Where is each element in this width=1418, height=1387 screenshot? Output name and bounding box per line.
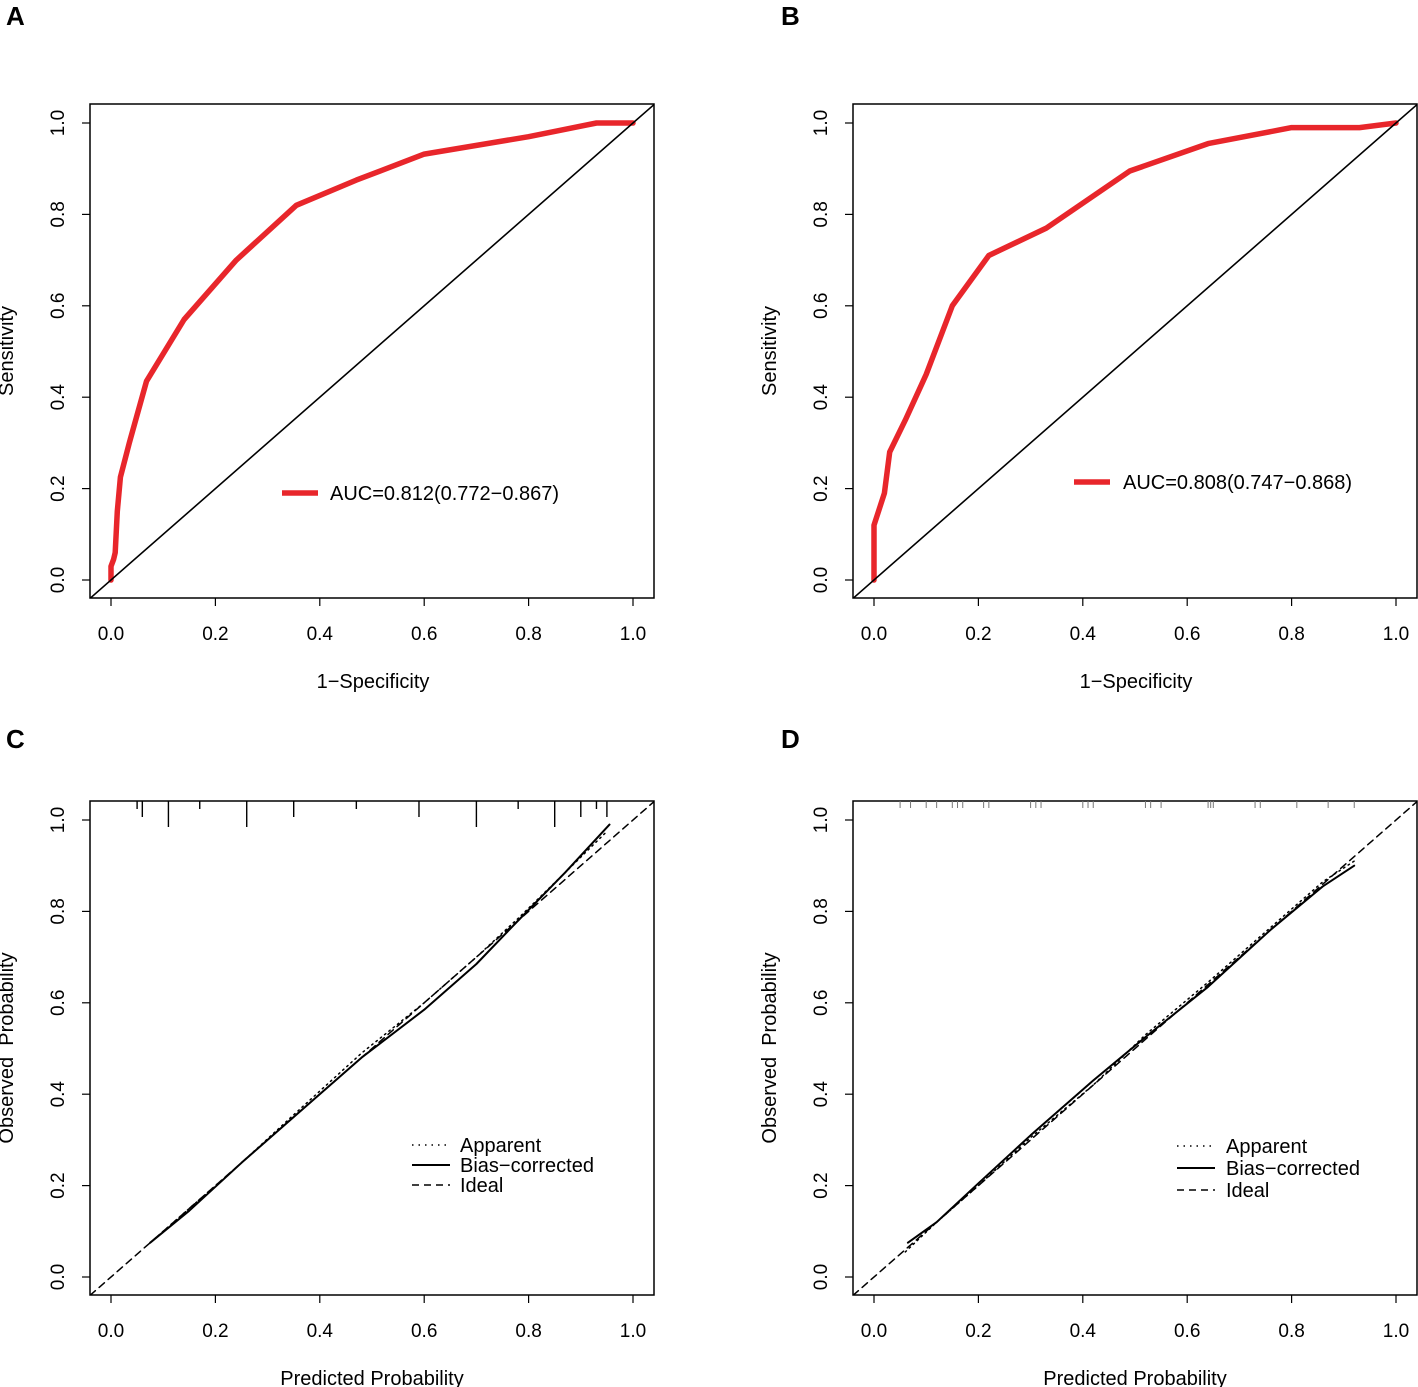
- plot-frame-a: [89, 103, 655, 599]
- legend-label-bias-corrected-c: Bias−corrected: [460, 1155, 594, 1177]
- y-tick-label-d: 0.2: [811, 1172, 832, 1198]
- y-tick-label-b: 0.8: [811, 201, 832, 227]
- x-tick-label-a: 0.2: [202, 624, 228, 645]
- series-ideal-c: [90, 801, 654, 1295]
- x-tick-label-d: 0.2: [965, 1321, 991, 1342]
- y-tick-label-d: 1.0: [811, 807, 832, 833]
- x-tick-label-c: 0.0: [98, 1321, 124, 1342]
- panel-letter-d: D: [781, 724, 800, 754]
- series-group-c: [90, 801, 654, 1295]
- x-tick-label-c: 1.0: [620, 1321, 646, 1342]
- x-tick-label-b: 0.2: [965, 624, 991, 645]
- series-group-b: [853, 104, 1417, 598]
- y-axis-title-b: Sensitivity: [759, 306, 781, 396]
- y-tick-label-a: 0.0: [48, 567, 69, 593]
- legend-label-bias-corrected-d: Bias−corrected: [1226, 1158, 1360, 1180]
- y-tick-label-c: 0.6: [48, 990, 69, 1016]
- x-tick-label-a: 0.4: [307, 624, 334, 645]
- y-tick-label-d: 0.0: [811, 1264, 832, 1290]
- x-tick-label-c: 0.8: [515, 1321, 541, 1342]
- y-tick-label-c: 1.0: [48, 807, 69, 833]
- x-tick-label-c: 0.6: [411, 1321, 437, 1342]
- y-tick-label-a: 0.8: [48, 201, 69, 227]
- y-tick-label-c: 0.0: [48, 1264, 69, 1290]
- panel-letter-c: C: [6, 724, 25, 754]
- panel-c: C 0.0 0.2 0.4 0.6 0.8 1.0 0.0 0.2 0.4 0.6 0.8 1.0 Pre…: [0, 724, 655, 1387]
- y-tick-label-c: 0.2: [48, 1172, 69, 1198]
- panel-b: B 0.0 0.2 0.4 0.6 0.8 1.0 0.0 0.2 0.4 0.6 0.8 1.0 1−S…: [759, 1, 1418, 693]
- plot-frame-b: [852, 103, 1418, 599]
- y-axis-title-d: Observed Probability: [759, 952, 781, 1143]
- series-roc-a: [108, 120, 636, 583]
- panel-a: A 0.0 0.2 0.4 0.6 0.8 1.0 0.0 0.2 0.4 0.6 0.8 1.0 1−S…: [0, 1, 655, 693]
- plot-frame-c: [89, 800, 655, 1296]
- x-tick-label-d: 1.0: [1383, 1321, 1409, 1342]
- series-reference-a: [90, 104, 654, 598]
- y-tick-label-d: 0.6: [811, 990, 832, 1016]
- panel-d: D 0.0 0.2 0.4 0.6 0.8 1.0 0.0 0.2 0.4 0.6 0.8 1.0 Pre…: [759, 724, 1418, 1387]
- plot-frame-d: [852, 800, 1418, 1296]
- x-tick-label-d: 0.6: [1174, 1321, 1200, 1342]
- y-tick-label-b: 0.4: [811, 384, 832, 411]
- y-axis-title-c: Observed Probability: [0, 952, 18, 1143]
- x-axis-title-b: 1−Specificity: [1080, 671, 1193, 693]
- series-apparent-d: [904, 860, 1355, 1253]
- y-tick-label-b: 0.0: [811, 567, 832, 593]
- series-group-d: [853, 801, 1417, 1295]
- x-tick-label-d: 0.4: [1070, 1321, 1097, 1342]
- y-tick-label-d: 0.4: [811, 1081, 832, 1108]
- x-tick-label-c: 0.4: [307, 1321, 334, 1342]
- legend-label-apparent-c: Apparent: [460, 1135, 542, 1157]
- y-tick-label-b: 0.6: [811, 293, 832, 319]
- legend-a: AUC=0.812(0.772−0.867): [282, 483, 559, 505]
- series-ideal-d: [853, 801, 1417, 1295]
- y-tick-label-d: 0.8: [811, 898, 832, 924]
- x-tick-label-b: 0.8: [1278, 624, 1304, 645]
- legend-label-apparent-d: Apparent: [1226, 1136, 1308, 1158]
- x-axis-title-a: 1−Specificity: [317, 671, 430, 693]
- legend-label-ideal-c: Ideal: [460, 1175, 503, 1197]
- legend-label-b: AUC=0.808(0.747−0.868): [1123, 472, 1352, 494]
- y-tick-label-c: 0.4: [48, 1081, 69, 1108]
- y-tick-label-c: 0.8: [48, 898, 69, 924]
- series-roc-b: [871, 120, 1399, 583]
- legend-label-ideal-d: Ideal: [1226, 1180, 1269, 1202]
- legend-b: AUC=0.808(0.747−0.868): [1074, 472, 1352, 494]
- x-tick-label-a: 1.0: [620, 624, 646, 645]
- x-tick-label-b: 0.6: [1174, 624, 1200, 645]
- y-tick-label-b: 0.2: [811, 475, 832, 501]
- y-tick-label-b: 1.0: [811, 110, 832, 136]
- y-tick-label-a: 0.2: [48, 475, 69, 501]
- series-reference-b: [853, 104, 1417, 598]
- x-tick-label-b: 0.4: [1070, 624, 1097, 645]
- x-tick-label-a: 0.0: [98, 624, 124, 645]
- x-tick-label-b: 1.0: [1383, 624, 1409, 645]
- panel-letter-b: B: [781, 1, 800, 31]
- panel-letter-a: A: [6, 1, 25, 31]
- x-tick-label-c: 0.2: [202, 1321, 228, 1342]
- y-tick-label-a: 1.0: [48, 110, 69, 136]
- x-tick-label-a: 0.8: [515, 624, 541, 645]
- series-apparent-c: [149, 830, 608, 1244]
- series-bias-corrected-c: [149, 823, 611, 1244]
- legend-label-a: AUC=0.812(0.772−0.867): [330, 483, 559, 505]
- x-tick-label-d: 0.8: [1278, 1321, 1304, 1342]
- x-tick-label-b: 0.0: [861, 624, 887, 645]
- x-axis-title-c: Predicted Probability: [280, 1368, 463, 1387]
- y-tick-label-a: 0.4: [48, 384, 69, 411]
- y-axis-title-a: Sensitivity: [0, 306, 18, 396]
- y-tick-label-a: 0.6: [48, 293, 69, 319]
- x-tick-label-a: 0.6: [411, 624, 437, 645]
- series-bias-corrected-d: [906, 864, 1356, 1244]
- series-group-a: [90, 104, 654, 598]
- x-tick-label-d: 0.0: [861, 1321, 887, 1342]
- x-axis-title-d: Predicted Probability: [1043, 1368, 1226, 1387]
